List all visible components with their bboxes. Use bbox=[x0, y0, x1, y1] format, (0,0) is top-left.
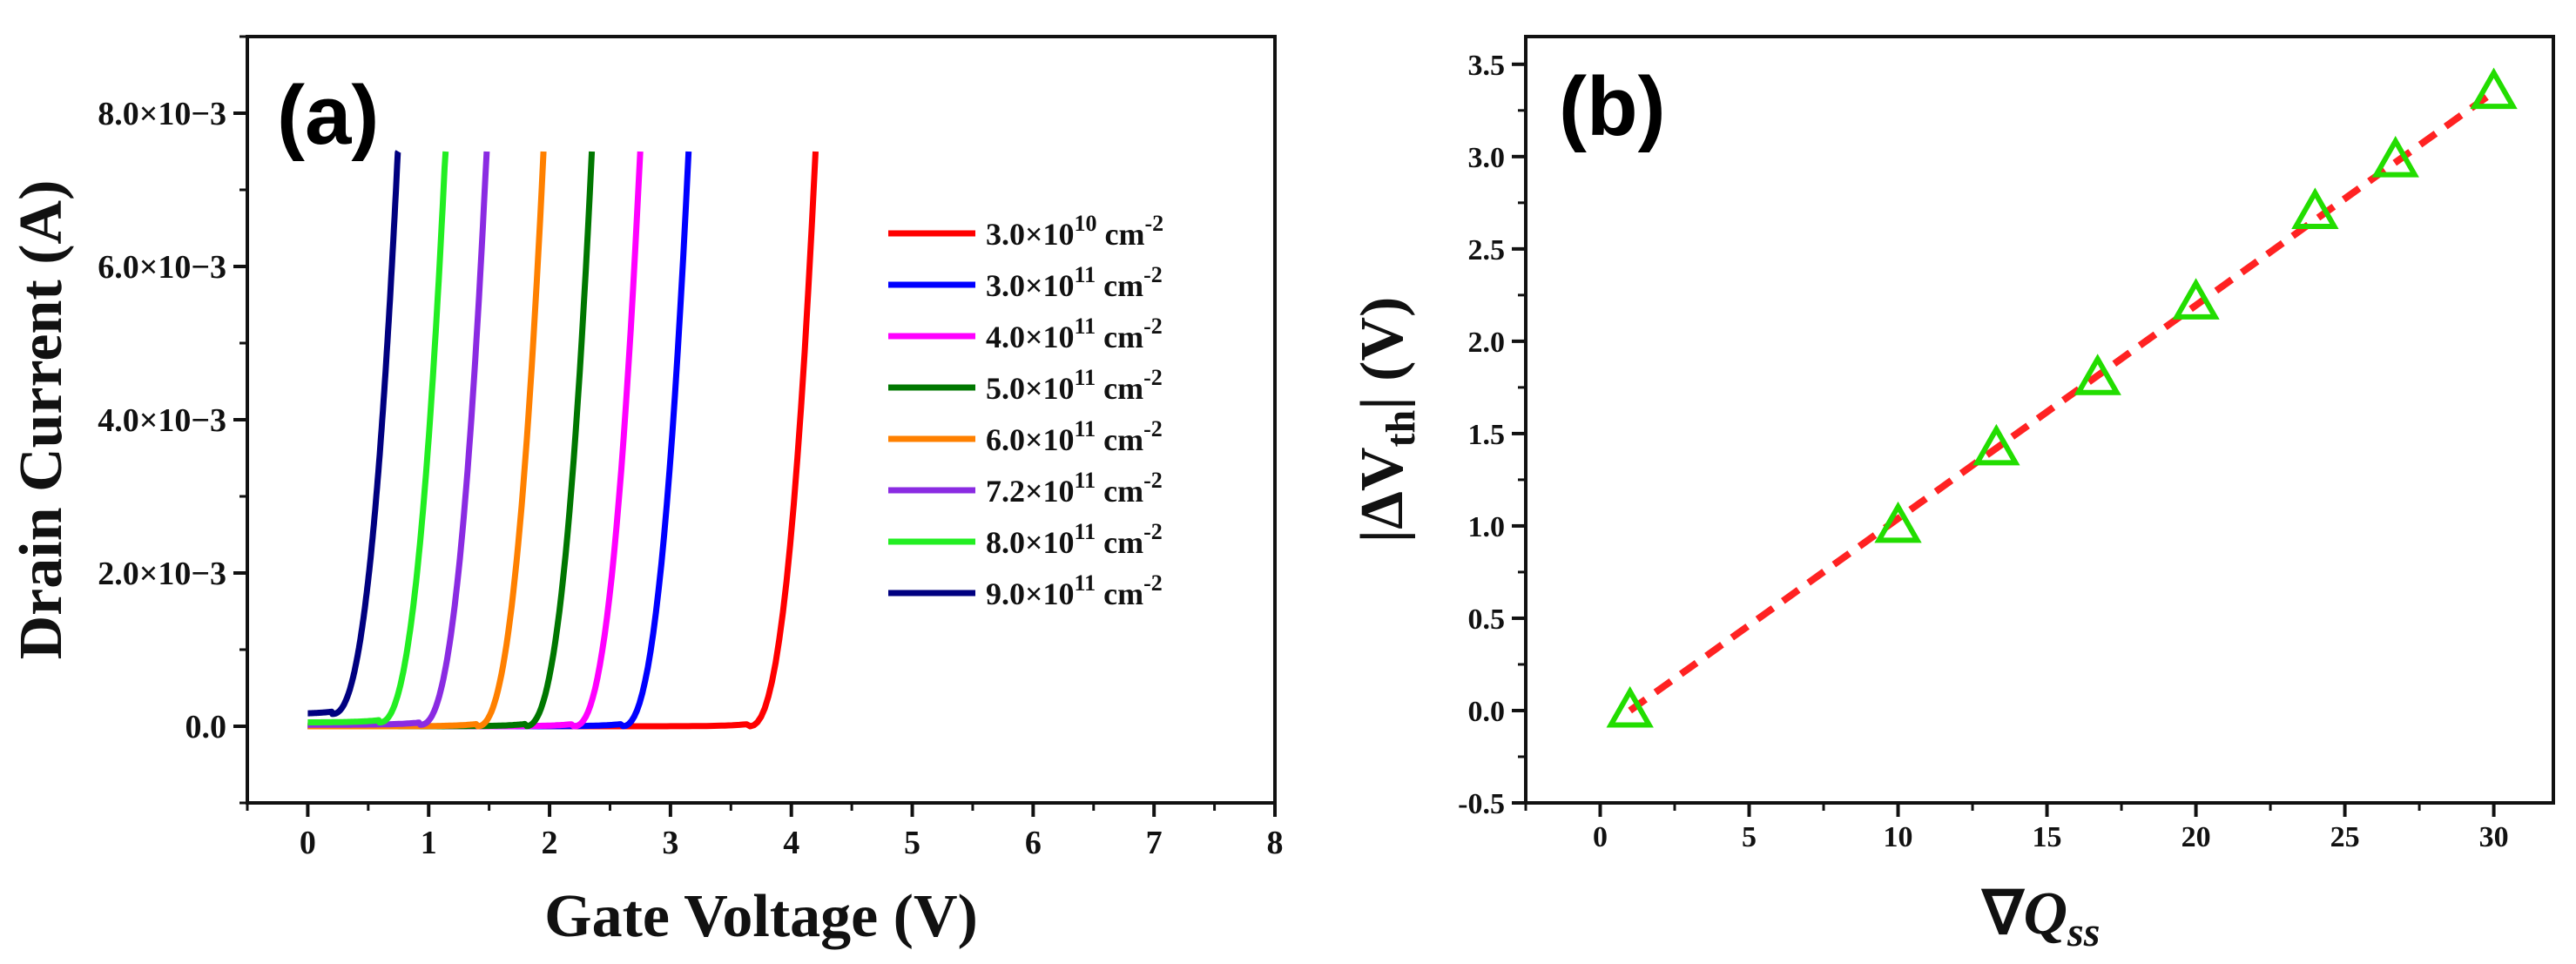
x-tick-label-a: 1 bbox=[421, 825, 437, 861]
y-tick-label-a: 4.0×10−3 bbox=[98, 402, 226, 439]
legend-a: 3.0×1010 cm-2 3.0×1011 cm-2 4.0×1011 cm-2 5… bbox=[888, 211, 1163, 611]
data-point bbox=[2371, 136, 2419, 178]
plot-b bbox=[1606, 67, 2518, 728]
data-point bbox=[2074, 354, 2121, 395]
legend-entry: 3.0×1010 cm-2 bbox=[986, 211, 1163, 252]
y-tick-label-b: 2.0 bbox=[1468, 327, 1506, 359]
data-point bbox=[2470, 67, 2518, 110]
y-axis-label-a: Drain Current (A) bbox=[8, 180, 75, 660]
x-axis-label-b-sub: ss bbox=[2067, 909, 2100, 955]
y-tick-label-a: 6.0×10−3 bbox=[98, 249, 226, 286]
y-tick-label-b: 2.5 bbox=[1468, 234, 1506, 266]
y-tick-label-a: 8.0×10−3 bbox=[98, 96, 226, 132]
data-point bbox=[2172, 278, 2220, 320]
ticks-b: 0 5 10 15 20 25 30 -0.5 0.0 0.5 1.0 1.5 2.0 2.5 3.0 3.5 bbox=[1458, 50, 2508, 853]
y-axis-label-b: |ΔVth| (V) bbox=[1349, 297, 1424, 543]
x-tick-label-a: 5 bbox=[904, 825, 920, 861]
curve-line bbox=[306, 151, 490, 728]
panel-a: 0 1 2 3 4 5 6 7 8 0.0 2.0×10−3 4.0×10−3 6.0×10−3 8.0×… bbox=[8, 35, 1284, 950]
curves-a bbox=[305, 149, 819, 730]
x-tick-label-a: 3 bbox=[662, 825, 678, 861]
legend-entry: 7.2×1011 cm-2 bbox=[986, 468, 1163, 509]
legend-entry: 4.0×1011 cm-2 bbox=[986, 313, 1163, 354]
panel-label-b: (b) bbox=[1559, 60, 1666, 153]
legend-entry: 5.0×1011 cm-2 bbox=[986, 365, 1163, 406]
curve-line bbox=[305, 149, 401, 718]
x-axis-label-b-symbol: ∇ bbox=[1981, 880, 2026, 947]
x-tick-label-a: 6 bbox=[1025, 825, 1042, 861]
y-tick-label-b: 0.5 bbox=[1468, 603, 1506, 636]
panel-label-a: (a) bbox=[277, 69, 379, 162]
x-axis-label-b: ∇Qss bbox=[1981, 880, 2101, 955]
data-point bbox=[1874, 501, 1922, 543]
y-axis-label-b-tail: | (V) bbox=[1349, 297, 1416, 410]
x-tick-label-a: 2 bbox=[542, 825, 558, 861]
legend-entry: 6.0×1011 cm-2 bbox=[986, 416, 1163, 457]
data-point bbox=[1972, 423, 2020, 466]
y-axis-label-b-main: |ΔV bbox=[1349, 447, 1416, 543]
x-tick-label-b: 25 bbox=[2330, 821, 2360, 853]
y-tick-label-b: 3.5 bbox=[1468, 50, 1506, 82]
x-axis-label-a: Gate Voltage (V) bbox=[544, 883, 978, 950]
y-tick-label-b: -0.5 bbox=[1458, 788, 1505, 820]
y-tick-label-b: 1.0 bbox=[1468, 511, 1506, 543]
y-tick-label-b: 0.0 bbox=[1468, 696, 1506, 728]
x-tick-label-b: 0 bbox=[1593, 821, 1608, 853]
fit-line bbox=[1628, 89, 2496, 714]
x-tick-label-b: 15 bbox=[2033, 821, 2062, 853]
x-tick-label-a: 0 bbox=[300, 825, 316, 861]
x-tick-label-b: 20 bbox=[2182, 821, 2211, 853]
data-point bbox=[1606, 685, 1654, 728]
y-tick-label-b: 1.5 bbox=[1468, 419, 1506, 451]
curve-line bbox=[307, 151, 692, 730]
legend-entry: 8.0×1011 cm-2 bbox=[986, 519, 1163, 560]
y-tick-label-b: 3.0 bbox=[1468, 142, 1506, 174]
ticks-a: 0 1 2 3 4 5 6 7 8 0.0 2.0×10−3 4.0×10−3 6.0×10−3 8.0×… bbox=[98, 35, 1284, 861]
x-tick-label-a: 4 bbox=[783, 825, 799, 861]
data-point bbox=[2291, 187, 2339, 229]
curve-line bbox=[306, 151, 449, 726]
y-axis-label-b-sub: th bbox=[1378, 410, 1424, 448]
x-axis-label-b-var: Q bbox=[2023, 880, 2067, 947]
x-tick-label-a: 8 bbox=[1267, 825, 1284, 861]
curve-line bbox=[307, 151, 819, 730]
x-tick-label-b: 10 bbox=[1884, 821, 1913, 853]
y-tick-label-a: 2.0×10−3 bbox=[98, 556, 226, 592]
y-tick-label-a: 0.0 bbox=[185, 709, 227, 745]
x-tick-label-a: 7 bbox=[1146, 825, 1163, 861]
panel-b: 0 5 10 15 20 25 30 -0.5 0.0 0.5 1.0 1.5 2.0 2.5 3.0 3.5… bbox=[1349, 35, 2555, 955]
x-tick-label-b: 5 bbox=[1742, 821, 1757, 853]
legend-entry: 3.0×1011 cm-2 bbox=[986, 262, 1163, 303]
legend-entry: 9.0×1011 cm-2 bbox=[986, 570, 1163, 611]
x-tick-label-b: 30 bbox=[2479, 821, 2509, 853]
plot-frame-b bbox=[1524, 35, 2555, 805]
